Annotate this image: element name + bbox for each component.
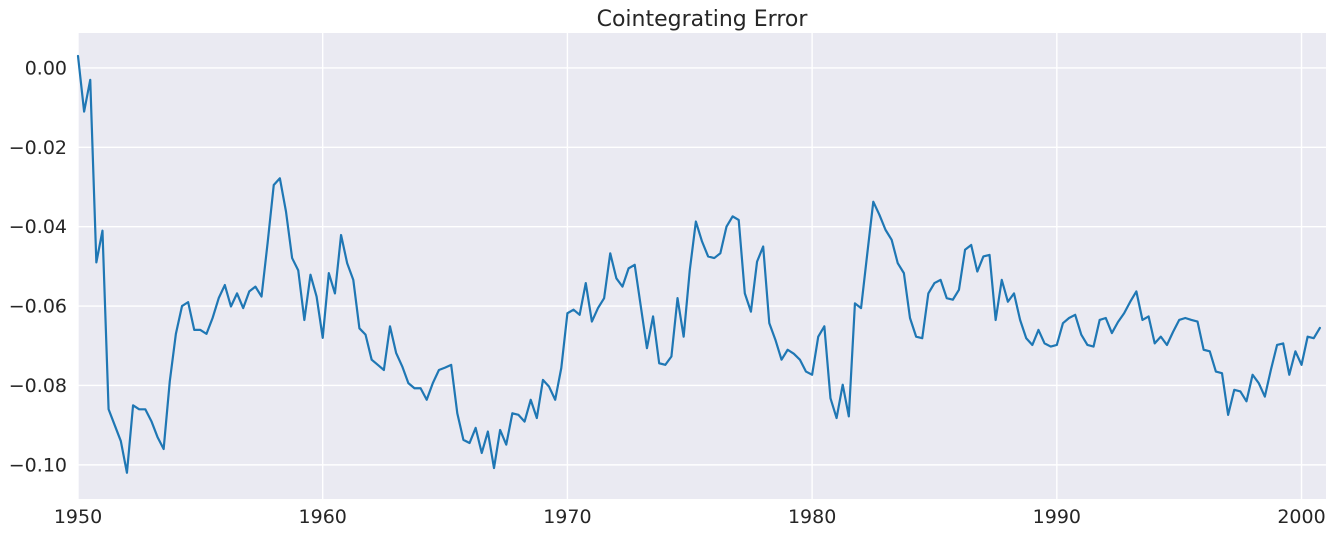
y-tick-label-3: −0.06 (9, 296, 67, 318)
y-tick-label-4: −0.08 (9, 375, 67, 397)
x-tick-label-2000: 2000 (1277, 506, 1325, 528)
y-tick-label-1: −0.02 (9, 137, 67, 159)
y-tick-label-5: −0.10 (9, 454, 67, 476)
x-tick-label-1980: 1980 (788, 506, 836, 528)
y-tick-label-2: −0.04 (9, 216, 67, 238)
x-axis-tick-labels: 1950 1960 1970 1980 1990 2000 (54, 506, 1326, 528)
plot-area (78, 33, 1326, 499)
gridlines (77, 33, 1326, 499)
chart-title: Cointegrating Error (597, 7, 809, 32)
x-tick-label-1990: 1990 (1033, 506, 1081, 528)
x-tick-label-1950: 1950 (54, 506, 102, 528)
y-axis-tick-labels: 0.00 −0.02 −0.04 −0.06 −0.08 −0.10 (9, 57, 67, 476)
x-tick-label-1960: 1960 (299, 506, 347, 528)
y-tick-label-0: 0.00 (25, 57, 67, 79)
x-tick-label-1970: 1970 (543, 506, 591, 528)
cointegrating-error-line (76, 54, 1321, 474)
